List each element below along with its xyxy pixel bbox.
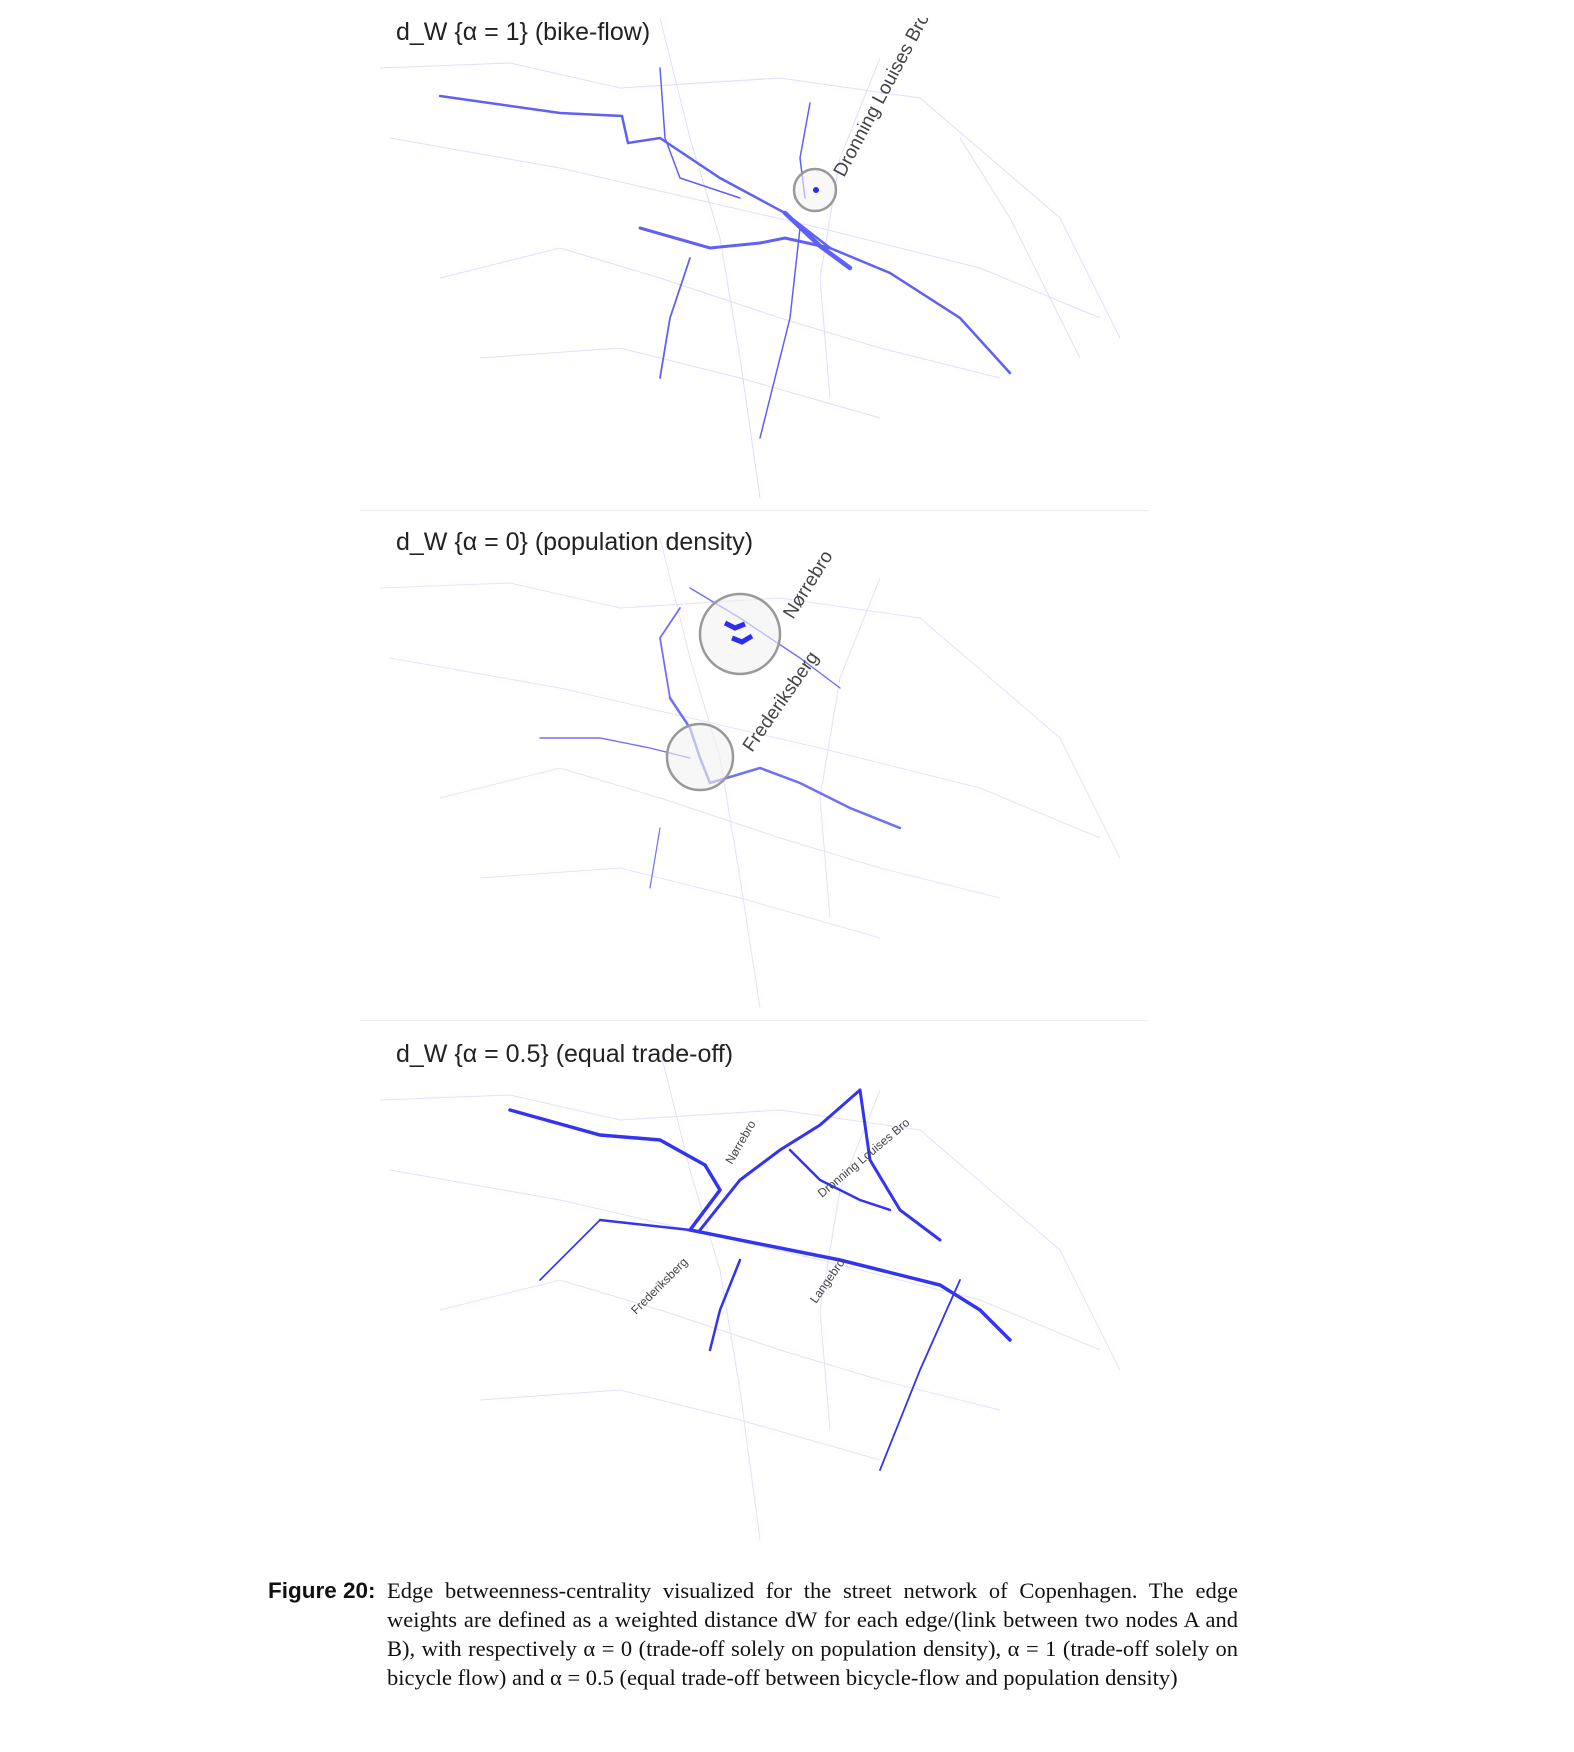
panel-title: d_W {α = 1} (bike-flow) [396,18,651,46]
panel-equal-trade-off: d_W {α = 0.5} (equal trade-off) Nørrebro… [360,1040,1148,1550]
figure-caption-text: Edge betweenness-centrality visualized f… [387,1578,1238,1690]
map-population-density: Nørrebro Frederiksberg [379,537,1121,1009]
map-label: Nørrebro [722,1118,758,1167]
panel-title: d_W {α = 0} (population density) [396,528,754,556]
panel-divider [360,1020,1148,1021]
map-bike-flow: Dronning Louises Bro [379,18,1121,499]
map-label: Nørrebro [779,547,837,623]
panel-divider [360,510,1148,511]
panel-bike-flow: d_W {α = 1} (bike-flow) Dronning Louises… [360,18,1148,510]
figure-label: Figure 20: [268,1578,376,1603]
highlight-circle [665,722,735,792]
panel-population-density: d_W {α = 0} (population density) Nørrebr… [360,528,1148,1018]
panel-title: d_W {α = 0.5} (equal trade-off) [396,1040,734,1068]
map-label: Dronning Louises Bro [830,18,934,180]
map-equal-trade-off: Nørrebro Dronning Louises Bro Frederiksb… [379,1049,1121,1541]
map-label: Frederiksberg [628,1255,690,1317]
map-label: Dronning Louises Bro [815,1115,913,1200]
highlight-circle [698,592,782,676]
